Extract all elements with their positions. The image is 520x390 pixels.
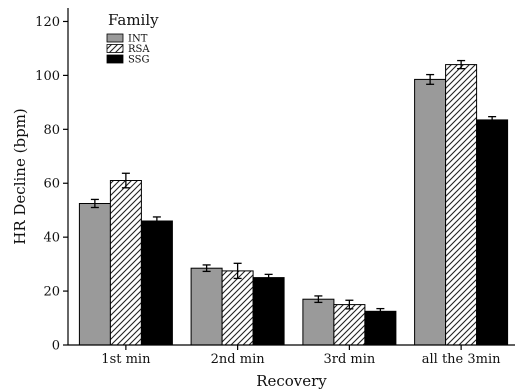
y-tick-label: 100 (35, 69, 60, 84)
legend-title: Family (108, 11, 159, 29)
legend-label-rsa: RSA (128, 44, 150, 55)
bar-int-1 (190, 267, 223, 346)
x-axis-title: Recovery (256, 372, 327, 390)
bar-ssg-1 (252, 277, 285, 346)
legend-swatch-rsa (106, 44, 124, 53)
legend-swatch-ssg (106, 54, 124, 64)
y-tick-label: 20 (43, 285, 60, 300)
bar-rsa-2 (333, 304, 366, 346)
bar-rsa-3 (445, 64, 478, 346)
bar-int-0 (78, 203, 111, 346)
bar-rsa-0 (109, 180, 142, 346)
axes-group: 0 20 40 60 80 100 120 1st min 2nd min 3rd min all … (11, 8, 515, 390)
y-axis-title: HR Decline (bpm) (11, 108, 29, 244)
x-tick-label: 2nd min (211, 352, 266, 367)
bar-ssg-2 (364, 310, 397, 346)
bars-group (78, 64, 509, 346)
bar-ssg-3 (476, 119, 509, 346)
error-bars-group (90, 59, 497, 315)
x-tick-label: 1st min (101, 352, 151, 367)
y-tick-label: 80 (43, 123, 60, 138)
legend-label-int: INT (128, 34, 148, 45)
bar-int-2 (302, 298, 335, 346)
y-tick-label: 0 (52, 339, 60, 354)
y-tick-label: 40 (43, 231, 60, 246)
y-tick-label: 60 (43, 177, 60, 192)
x-tick-label: all the 3min (422, 352, 501, 367)
x-tick-label: 3rd min (323, 352, 375, 367)
legend-label-ssg: SSG (128, 55, 150, 66)
y-tick-label: 120 (35, 15, 60, 30)
legend-swatch-int (106, 33, 124, 43)
bar-ssg-0 (140, 220, 173, 346)
bar-int-3 (414, 78, 447, 346)
bar-rsa-1 (221, 270, 254, 346)
